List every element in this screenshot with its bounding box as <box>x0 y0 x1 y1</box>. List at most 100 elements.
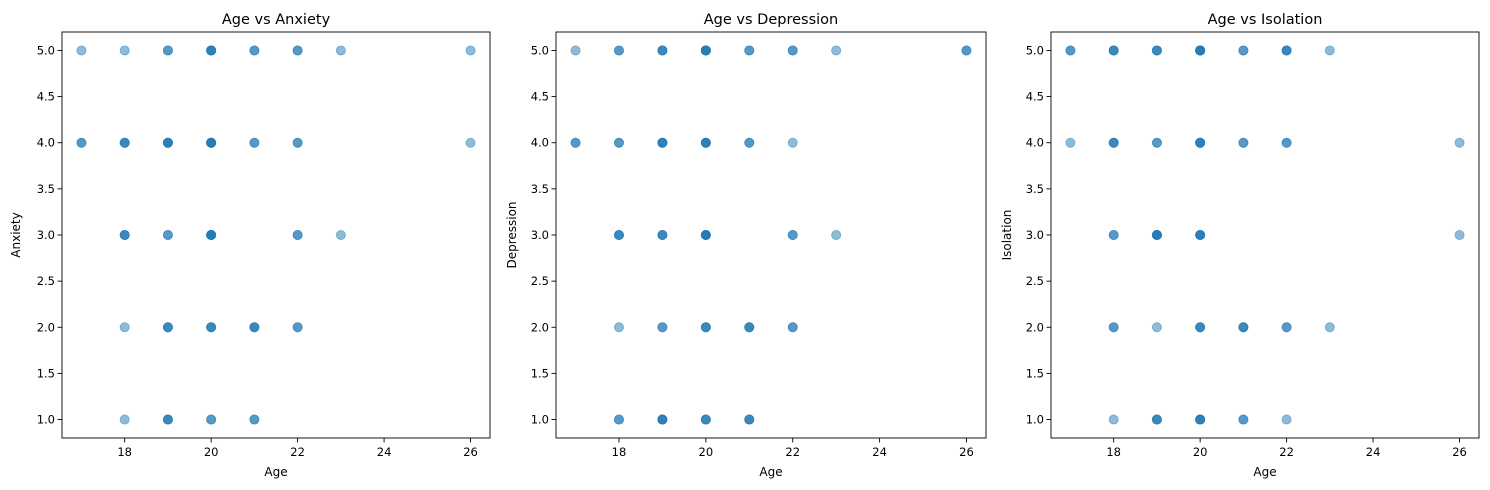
data-point <box>1281 137 1292 148</box>
data-point <box>657 229 668 240</box>
y-tick-label: 5.0 <box>1026 43 1044 57</box>
data-point <box>787 137 798 148</box>
data-point <box>613 229 624 240</box>
x-tick-label: 24 <box>872 445 887 459</box>
data-point <box>700 322 711 333</box>
x-tick-label: 18 <box>1106 445 1121 459</box>
data-point <box>1108 414 1119 425</box>
data-point <box>206 229 217 240</box>
data-point <box>119 414 130 425</box>
y-tick-label: 2.5 <box>1026 274 1044 288</box>
x-tick-label: 22 <box>1279 445 1294 459</box>
x-tick-label: 20 <box>699 445 714 459</box>
data-point <box>613 137 624 148</box>
y-axis-label: Isolation <box>1000 210 1014 261</box>
data-point <box>119 229 130 240</box>
y-tick-label: 2.0 <box>37 320 55 334</box>
data-point <box>292 322 303 333</box>
y-tick-label: 1.0 <box>37 413 55 427</box>
y-tick-label: 1.0 <box>531 413 549 427</box>
data-point <box>119 137 130 148</box>
x-tick-label: 18 <box>117 445 132 459</box>
data-point <box>700 137 711 148</box>
y-tick-label: 2.0 <box>1026 320 1044 334</box>
x-axis-label: Age <box>264 465 287 479</box>
x-tick-label: 22 <box>785 445 800 459</box>
data-point <box>657 322 668 333</box>
y-tick-label: 5.0 <box>37 43 55 57</box>
data-point <box>1281 414 1292 425</box>
data-point <box>162 229 173 240</box>
data-point <box>465 137 476 148</box>
data-point <box>292 137 303 148</box>
data-point <box>1065 137 1076 148</box>
x-tick-label: 20 <box>204 445 219 459</box>
data-point <box>657 414 668 425</box>
data-point <box>1195 322 1206 333</box>
data-point <box>249 414 260 425</box>
data-point <box>744 322 755 333</box>
data-point <box>613 45 624 56</box>
data-point <box>249 137 260 148</box>
data-point <box>1324 45 1335 56</box>
data-point <box>613 414 624 425</box>
y-tick-label: 4.0 <box>1026 136 1044 150</box>
data-point <box>76 45 87 56</box>
data-point <box>206 45 217 56</box>
data-point <box>744 137 755 148</box>
y-tick-label: 2.5 <box>37 274 55 288</box>
y-tick-label: 4.5 <box>531 90 549 104</box>
data-point <box>1281 322 1292 333</box>
data-point <box>1195 229 1206 240</box>
data-point <box>206 137 217 148</box>
data-point <box>335 45 346 56</box>
y-tick-label: 1.5 <box>531 366 549 380</box>
y-tick-label: 3.0 <box>531 228 549 242</box>
x-tick-label: 24 <box>377 445 392 459</box>
x-tick-label: 26 <box>463 445 478 459</box>
x-tick-label: 26 <box>1452 445 1467 459</box>
data-point <box>744 45 755 56</box>
data-point <box>787 229 798 240</box>
data-point <box>1151 322 1162 333</box>
data-point <box>744 414 755 425</box>
data-point <box>1108 229 1119 240</box>
x-tick-label: 18 <box>612 445 627 459</box>
data-point <box>162 137 173 148</box>
data-point <box>700 414 711 425</box>
data-point <box>570 45 581 56</box>
data-point <box>206 322 217 333</box>
data-point <box>570 137 581 148</box>
y-tick-label: 1.0 <box>1026 413 1044 427</box>
data-point <box>1195 414 1206 425</box>
y-tick-label: 4.0 <box>531 136 549 150</box>
data-point <box>1195 45 1206 56</box>
y-tick-label: 3.0 <box>37 228 55 242</box>
data-point <box>657 137 668 148</box>
data-point <box>249 45 260 56</box>
y-tick-label: 3.5 <box>1026 182 1044 196</box>
data-point <box>292 229 303 240</box>
data-point <box>335 229 346 240</box>
data-point <box>831 229 842 240</box>
data-point <box>1238 137 1249 148</box>
data-point <box>700 45 711 56</box>
data-point <box>613 322 624 333</box>
y-tick-label: 5.0 <box>531 43 549 57</box>
data-point <box>119 322 130 333</box>
y-tick-label: 3.5 <box>531 182 549 196</box>
x-axis-label: Age <box>1253 465 1276 479</box>
data-point <box>1195 137 1206 148</box>
x-tick-label: 22 <box>290 445 305 459</box>
data-point <box>1454 137 1465 148</box>
data-point <box>465 45 476 56</box>
data-point <box>1238 322 1249 333</box>
subplot-3: 18 20 22 24 26 1.0 1.5 2.0 2.5 3.0 3.5 4.0 4.5 5.0 Age… <box>1000 12 1480 479</box>
data-point <box>1151 137 1162 148</box>
y-tick-label: 3.0 <box>1026 228 1044 242</box>
x-tick-label: 24 <box>1366 445 1381 459</box>
data-point <box>1454 229 1465 240</box>
chart-title: Age vs Isolation <box>1208 12 1323 28</box>
data-point <box>162 414 173 425</box>
